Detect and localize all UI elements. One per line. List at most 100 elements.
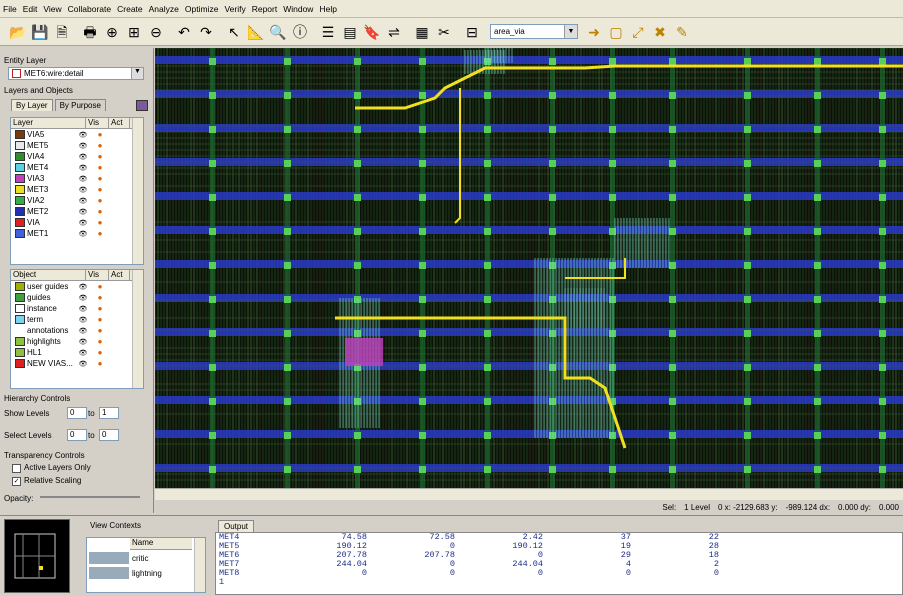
- find-icon[interactable]: 🔍: [269, 23, 287, 40]
- list-item[interactable]: VIA5 👁 ●: [11, 129, 143, 140]
- active-dot-icon[interactable]: ●: [97, 282, 103, 291]
- active-dot-icon[interactable]: ●: [97, 348, 103, 357]
- active-dot-icon[interactable]: ●: [97, 185, 103, 194]
- show-levels-to-input[interactable]: 1: [99, 407, 119, 419]
- zoom-fit-icon[interactable]: ⊞: [128, 23, 140, 40]
- copy-icon[interactable]: ▢: [609, 23, 623, 40]
- eye-icon[interactable]: 👁: [78, 316, 88, 324]
- list-item[interactable]: highlights 👁 ●: [11, 336, 143, 347]
- print-icon[interactable]: 🖶: [83, 23, 97, 40]
- menu-view[interactable]: View: [43, 3, 62, 14]
- list-item[interactable]: VIA 👁 ●: [11, 217, 143, 228]
- move-icon[interactable]: ➜: [588, 23, 600, 40]
- eye-icon[interactable]: 👁: [78, 327, 88, 335]
- menu-help[interactable]: Help: [319, 3, 337, 14]
- eye-icon[interactable]: 👁: [78, 219, 88, 227]
- opacity-slider[interactable]: [40, 496, 140, 498]
- stretch-icon[interactable]: ⤢: [632, 23, 644, 40]
- properties-icon[interactable]: ▤: [343, 23, 357, 40]
- grid-icon[interactable]: ▦: [415, 23, 429, 40]
- list-item[interactable]: guides 👁 ●: [11, 292, 143, 303]
- active-dot-icon[interactable]: ●: [97, 326, 103, 335]
- palette-icon[interactable]: [136, 100, 148, 111]
- save-as-icon[interactable]: 🗎: [56, 23, 68, 40]
- list-item[interactable]: user guides 👁 ●: [11, 281, 143, 292]
- active-dot-icon[interactable]: ●: [97, 196, 103, 205]
- active-dot-icon[interactable]: ●: [97, 218, 103, 227]
- minimap[interactable]: [4, 519, 70, 593]
- active-dot-icon[interactable]: ●: [97, 304, 103, 313]
- relative-scaling-checkbox[interactable]: ✓: [12, 477, 21, 486]
- tab-output[interactable]: Output: [218, 520, 255, 532]
- horizontal-scrollbar[interactable]: [155, 488, 903, 500]
- note-icon[interactable]: ✎: [676, 23, 688, 40]
- eye-icon[interactable]: 👁: [78, 164, 88, 172]
- list-item[interactable]: VIA4 👁 ●: [11, 151, 143, 162]
- list-item[interactable]: HL1 👁 ●: [11, 347, 143, 358]
- active-dot-icon[interactable]: ●: [97, 229, 103, 238]
- layout-canvas[interactable]: [155, 48, 903, 488]
- eye-icon[interactable]: 👁: [78, 230, 88, 238]
- show-levels-from-input[interactable]: 0: [67, 407, 87, 419]
- eye-icon[interactable]: 👁: [78, 283, 88, 291]
- eye-icon[interactable]: 👁: [78, 360, 88, 368]
- contexts-scrollbar[interactable]: [194, 538, 205, 592]
- context-select[interactable]: area_via ▼: [490, 24, 578, 39]
- info-icon[interactable]: ⓘ: [293, 23, 307, 40]
- delete-icon[interactable]: ✖: [654, 23, 666, 40]
- active-dot-icon[interactable]: ●: [97, 337, 103, 346]
- list-item[interactable]: MET5 👁 ●: [11, 140, 143, 151]
- list-item[interactable]: annotations 👁 ●: [11, 325, 143, 336]
- save-icon[interactable]: 💾: [31, 23, 49, 40]
- ruler-icon[interactable]: 📐: [247, 23, 265, 40]
- active-dot-icon[interactable]: ●: [97, 141, 103, 150]
- menu-verify[interactable]: Verify: [224, 3, 246, 14]
- eye-icon[interactable]: 👁: [78, 305, 88, 313]
- list-item[interactable]: term 👁 ●: [11, 314, 143, 325]
- menu-collaborate[interactable]: Collaborate: [67, 3, 112, 14]
- undo-icon[interactable]: ↶: [178, 23, 190, 40]
- hierarchy-icon[interactable]: ⊟: [466, 23, 478, 40]
- active-dot-icon[interactable]: ●: [97, 174, 103, 183]
- tool-icon[interactable]: ✂: [438, 23, 450, 40]
- eye-icon[interactable]: 👁: [78, 153, 88, 161]
- active-dot-icon[interactable]: ●: [97, 293, 103, 302]
- list-item[interactable]: VIA3 👁 ●: [11, 173, 143, 184]
- context-item[interactable]: lightning: [132, 569, 162, 578]
- menu-analyze[interactable]: Analyze: [148, 3, 179, 14]
- list-item[interactable]: VIA2 👁 ●: [11, 195, 143, 206]
- layers-icon[interactable]: ☰: [321, 23, 335, 40]
- redo-icon[interactable]: ↷: [200, 23, 212, 40]
- list-item[interactable]: NEW VIAS... 👁 ●: [11, 358, 143, 369]
- eye-icon[interactable]: 👁: [78, 186, 88, 194]
- zoom-out-icon[interactable]: ⊖: [150, 23, 162, 40]
- zoom-in-icon[interactable]: ⊕: [106, 23, 118, 40]
- select-levels-from-input[interactable]: 0: [67, 429, 87, 441]
- select-levels-to-input[interactable]: 0: [99, 429, 119, 441]
- menu-report[interactable]: Report: [251, 3, 278, 14]
- menu-create[interactable]: Create: [117, 3, 143, 14]
- menu-window[interactable]: Window: [283, 3, 314, 14]
- eye-icon[interactable]: 👁: [78, 175, 88, 183]
- tab-by-layer[interactable]: By Layer: [11, 99, 53, 111]
- eye-icon[interactable]: 👁: [78, 208, 88, 216]
- eye-icon[interactable]: 👁: [78, 197, 88, 205]
- tab-by-purpose[interactable]: By Purpose: [54, 99, 106, 111]
- object-scrollbar[interactable]: [132, 270, 143, 388]
- menu-file[interactable]: File: [3, 3, 17, 14]
- active-dot-icon[interactable]: ●: [97, 152, 103, 161]
- active-layers-checkbox[interactable]: [12, 464, 21, 473]
- active-dot-icon[interactable]: ●: [97, 207, 103, 216]
- folder-open-icon[interactable]: 📂: [9, 23, 27, 40]
- active-dot-icon[interactable]: ●: [97, 359, 103, 368]
- layer-scrollbar[interactable]: [132, 118, 143, 264]
- menu-edit[interactable]: Edit: [22, 3, 38, 14]
- active-dot-icon[interactable]: ●: [97, 163, 103, 172]
- chevron-down-icon[interactable]: ▼: [131, 68, 143, 79]
- list-item[interactable]: instance 👁 ●: [11, 303, 143, 314]
- list-item[interactable]: MET3 👁 ●: [11, 184, 143, 195]
- eye-icon[interactable]: 👁: [78, 349, 88, 357]
- entity-layer-select[interactable]: MET6:wire:detail ▼: [8, 67, 144, 80]
- bookmark-icon[interactable]: 🔖: [363, 23, 381, 40]
- eye-icon[interactable]: 👁: [78, 131, 88, 139]
